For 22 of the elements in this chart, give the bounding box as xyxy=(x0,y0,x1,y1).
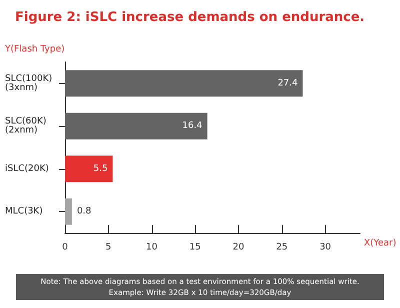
data-label: 27.4 xyxy=(278,78,298,88)
x-axis-title: X(Year) xyxy=(364,238,396,248)
chart-title: Figure 2: iSLC increase demands on endurance. xyxy=(15,10,365,25)
y-tick-label: MLC(3K) xyxy=(5,206,43,217)
y-tick-label: iSLC(20K) xyxy=(5,164,49,174)
x-tick-label: 0 xyxy=(62,242,68,252)
bar xyxy=(65,70,303,97)
y-tick-label: SLC(60K) (2xnm) xyxy=(5,116,46,136)
data-label: 0.8 xyxy=(76,206,92,217)
x-tick-label: 15 xyxy=(189,242,201,252)
y-axis-title: Y(Flash Type) xyxy=(4,44,65,54)
x-tick-label: 25 xyxy=(276,242,288,252)
data-label: 5.5 xyxy=(93,164,108,174)
y-tick-label: SLC(100K) (3xnm) xyxy=(5,74,52,93)
bar xyxy=(65,112,208,140)
bar xyxy=(65,156,113,182)
data-label: 16.4 xyxy=(182,121,203,132)
bar xyxy=(65,198,72,225)
x-tick-label: 30 xyxy=(320,242,332,252)
x-tick-label: 20 xyxy=(232,242,245,252)
x-tick-label: 10 xyxy=(146,242,158,252)
x-tick-label: 5 xyxy=(106,242,112,252)
